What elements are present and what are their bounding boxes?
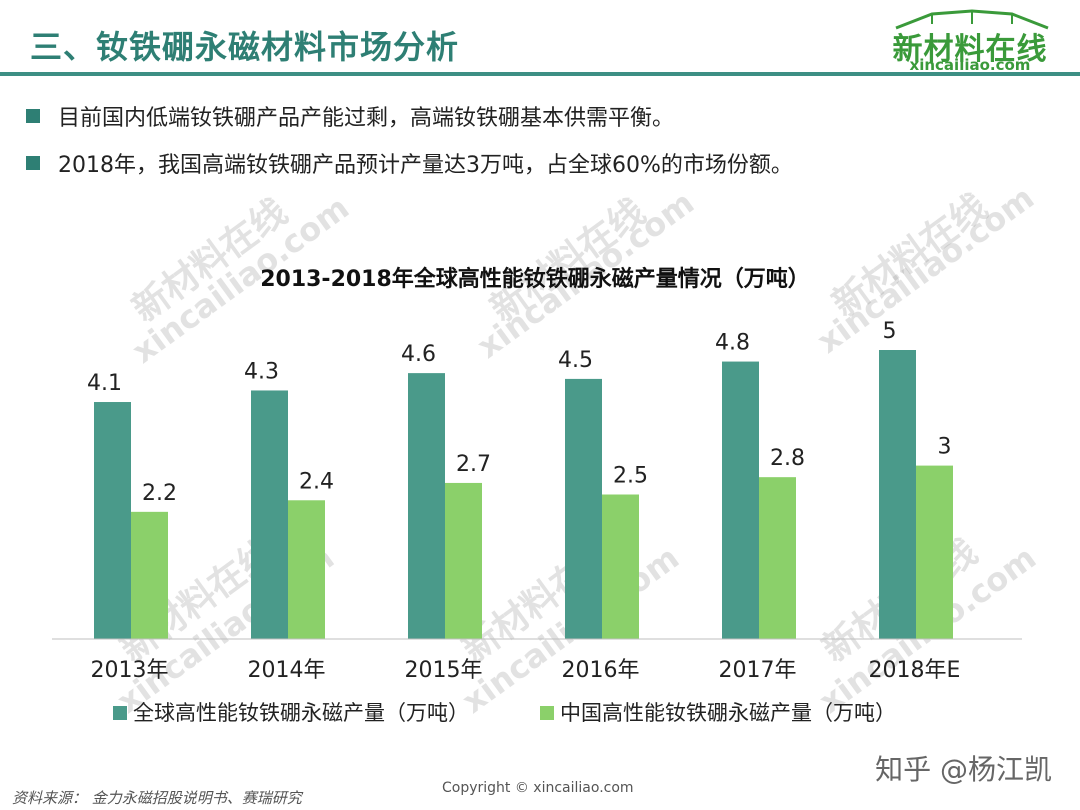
production-bar-chart: 2013-2018年全球高性能钕铁硼永磁产量情况（万吨） 4.1 2.2 2013年 4…	[52, 266, 1022, 725]
bar-global	[565, 378, 602, 639]
bar-china	[131, 511, 168, 639]
bar-china	[759, 477, 796, 639]
bullet-point: 2018年，我国高端钕铁硼产品预计产量达3万吨，占全球60%的市场份额。	[26, 147, 793, 179]
data-label-china: 2.8	[770, 446, 805, 471]
x-tick-label: 2015年	[405, 658, 483, 683]
data-source-note: 资料来源： 金力永磁招股说明书、赛瑞研究	[12, 789, 302, 807]
title-divider	[0, 72, 1080, 76]
legend-label-china: 中国高性能钕铁硼永磁产量（万吨）	[560, 701, 896, 725]
brand-logo: 新材料在线 xincailiao.com	[886, 8, 1054, 74]
chart-title: 2013-2018年全球高性能钕铁硼永磁产量情况（万吨）	[260, 266, 810, 292]
copyright-text: Copyright © xincailiao.com	[442, 780, 634, 796]
bar-global	[94, 402, 131, 639]
slide-title: 三、钕铁硼永磁材料市场分析	[30, 28, 460, 66]
data-label-global: 5	[883, 319, 897, 344]
bar-global	[879, 350, 916, 639]
data-label-china: 3	[938, 435, 952, 460]
data-label-global: 4.6	[401, 342, 436, 367]
legend-label-global: 全球高性能钕铁硼永磁产量（万吨）	[133, 701, 469, 725]
x-tick-label: 2018年E	[869, 658, 961, 683]
bar-china	[288, 500, 325, 639]
bar-global	[251, 390, 288, 639]
x-tick-label: 2013年	[91, 658, 169, 683]
data-label-global: 4.3	[244, 359, 279, 384]
bullet-point: 目前国内低端钕铁硼产品产能过剩，高端钕铁硼基本供需平衡。	[26, 100, 674, 132]
bar-china	[602, 494, 639, 639]
data-label-global: 4.8	[715, 331, 750, 356]
bullet-text: 2018年，我国高端钕铁硼产品预计产量达3万吨，占全球60%的市场份额。	[58, 153, 793, 178]
x-tick-label: 2016年	[562, 658, 640, 683]
author-credit: 知乎 @杨江凯	[875, 753, 1052, 786]
bar-global	[722, 361, 759, 639]
logo-text: 新材料在线	[892, 32, 1048, 67]
bar-global	[408, 373, 445, 639]
house-roof-icon	[895, 9, 1049, 30]
data-label-global: 4.5	[558, 348, 593, 373]
x-tick-label: 2014年	[248, 658, 326, 683]
square-bullet-icon	[26, 109, 40, 123]
square-bullet-icon	[26, 156, 40, 170]
x-tick-label: 2017年	[719, 658, 797, 683]
data-label-global: 4.1	[87, 371, 122, 396]
logo-url: xincailiao.com	[909, 56, 1031, 74]
legend-swatch-global	[113, 706, 127, 720]
legend-swatch-china	[540, 706, 554, 720]
data-label-china: 2.2	[142, 481, 177, 506]
data-label-china: 2.7	[456, 452, 491, 477]
bar-china	[445, 482, 482, 639]
bar-china	[916, 465, 953, 639]
data-label-china: 2.5	[613, 464, 648, 489]
data-label-china: 2.4	[299, 469, 334, 494]
bullet-text: 目前国内低端钕铁硼产品产能过剩，高端钕铁硼基本供需平衡。	[58, 106, 675, 131]
